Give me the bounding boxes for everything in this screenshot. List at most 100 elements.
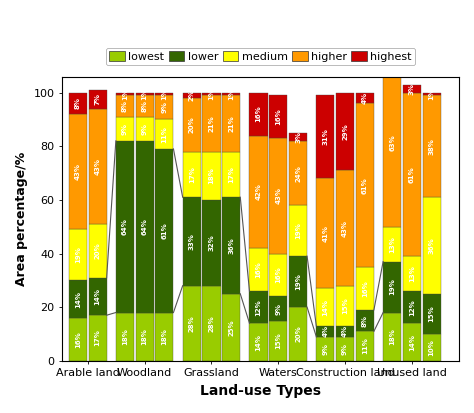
Text: 9%: 9% — [342, 343, 348, 355]
Bar — [403, 323, 421, 361]
Bar — [383, 313, 401, 361]
Bar — [69, 280, 87, 318]
Text: 12%: 12% — [255, 299, 262, 316]
Bar — [316, 178, 335, 288]
Text: 17%: 17% — [189, 166, 195, 183]
Text: 41%: 41% — [322, 225, 328, 242]
Bar — [222, 197, 240, 294]
Text: 4%: 4% — [342, 325, 348, 337]
Bar — [269, 254, 287, 297]
Bar — [249, 291, 268, 323]
Text: 14%: 14% — [409, 334, 415, 351]
Text: 29%: 29% — [342, 123, 348, 140]
Bar — [155, 95, 173, 119]
Text: 31%: 31% — [322, 128, 328, 145]
Text: 9%: 9% — [142, 123, 147, 135]
Bar — [69, 229, 87, 280]
Bar — [249, 323, 268, 361]
Bar — [336, 93, 354, 171]
Bar — [356, 310, 374, 331]
Bar — [182, 197, 201, 286]
Bar — [403, 256, 421, 291]
Bar — [116, 93, 134, 95]
Text: 4%: 4% — [362, 92, 368, 104]
Text: 61%: 61% — [409, 166, 415, 183]
Text: 14%: 14% — [95, 288, 100, 305]
Bar — [222, 95, 240, 152]
Text: 38%: 38% — [428, 138, 435, 155]
Bar — [182, 98, 201, 152]
Bar — [403, 85, 421, 93]
Text: 32%: 32% — [209, 235, 214, 251]
Text: 63%: 63% — [389, 134, 395, 151]
Bar — [423, 334, 441, 361]
Text: 61%: 61% — [362, 177, 368, 194]
Text: 14%: 14% — [322, 299, 328, 316]
Text: 1%: 1% — [209, 88, 214, 100]
Text: 43%: 43% — [95, 158, 100, 175]
Text: 3%: 3% — [409, 83, 415, 95]
Bar — [289, 141, 307, 205]
Bar — [155, 149, 173, 313]
Text: 16%: 16% — [255, 106, 262, 122]
Text: 18%: 18% — [209, 167, 214, 184]
Bar — [269, 138, 287, 254]
Bar — [316, 95, 335, 178]
Bar — [383, 58, 401, 227]
Text: 11%: 11% — [162, 126, 167, 142]
Text: 2%: 2% — [189, 89, 195, 101]
Text: 15%: 15% — [275, 332, 281, 349]
Bar — [423, 294, 441, 334]
Text: 36%: 36% — [228, 237, 234, 254]
Bar — [182, 286, 201, 361]
Bar — [202, 286, 220, 361]
Bar — [336, 337, 354, 361]
Text: 64%: 64% — [142, 218, 147, 235]
Bar — [249, 248, 268, 291]
Text: 9%: 9% — [162, 101, 167, 113]
Text: 21%: 21% — [228, 115, 234, 132]
Bar — [289, 256, 307, 307]
Text: 13%: 13% — [389, 236, 395, 253]
Text: 18%: 18% — [122, 328, 128, 345]
Text: 28%: 28% — [209, 315, 214, 332]
Text: 8%: 8% — [122, 100, 128, 112]
Text: 1%: 1% — [162, 88, 167, 100]
Bar — [202, 200, 220, 286]
Text: 11%: 11% — [362, 337, 368, 354]
Text: 19%: 19% — [75, 247, 81, 263]
Text: 43%: 43% — [275, 188, 281, 204]
Text: 14%: 14% — [75, 291, 81, 308]
Text: 24%: 24% — [295, 165, 301, 181]
Text: 8%: 8% — [142, 100, 147, 112]
Bar — [155, 93, 173, 95]
Text: 12%: 12% — [409, 299, 415, 316]
Bar — [136, 93, 154, 95]
Text: 33%: 33% — [189, 233, 195, 250]
Text: 19%: 19% — [295, 273, 301, 290]
Text: 1%: 1% — [428, 88, 435, 100]
Text: 16%: 16% — [362, 280, 368, 297]
Bar — [356, 93, 374, 103]
Bar — [202, 152, 220, 200]
Bar — [202, 93, 220, 95]
Bar — [316, 326, 335, 337]
Legend: lowest, lower, medium, higher, highest: lowest, lower, medium, higher, highest — [106, 48, 415, 65]
X-axis label: Land-use Types: Land-use Types — [200, 384, 321, 398]
Bar — [423, 197, 441, 294]
Bar — [116, 117, 134, 141]
Text: 20%: 20% — [295, 325, 301, 342]
Text: 15%: 15% — [428, 306, 435, 322]
Bar — [202, 95, 220, 152]
Bar — [269, 95, 287, 138]
Bar — [383, 261, 401, 313]
Bar — [423, 93, 441, 95]
Text: 14%: 14% — [255, 334, 262, 351]
Text: 13%: 13% — [409, 265, 415, 282]
Text: 1%: 1% — [142, 88, 147, 100]
Bar — [89, 278, 107, 315]
Text: 1%: 1% — [228, 88, 234, 100]
Bar — [89, 224, 107, 278]
Text: 16%: 16% — [275, 108, 281, 125]
Text: 19%: 19% — [295, 222, 301, 239]
